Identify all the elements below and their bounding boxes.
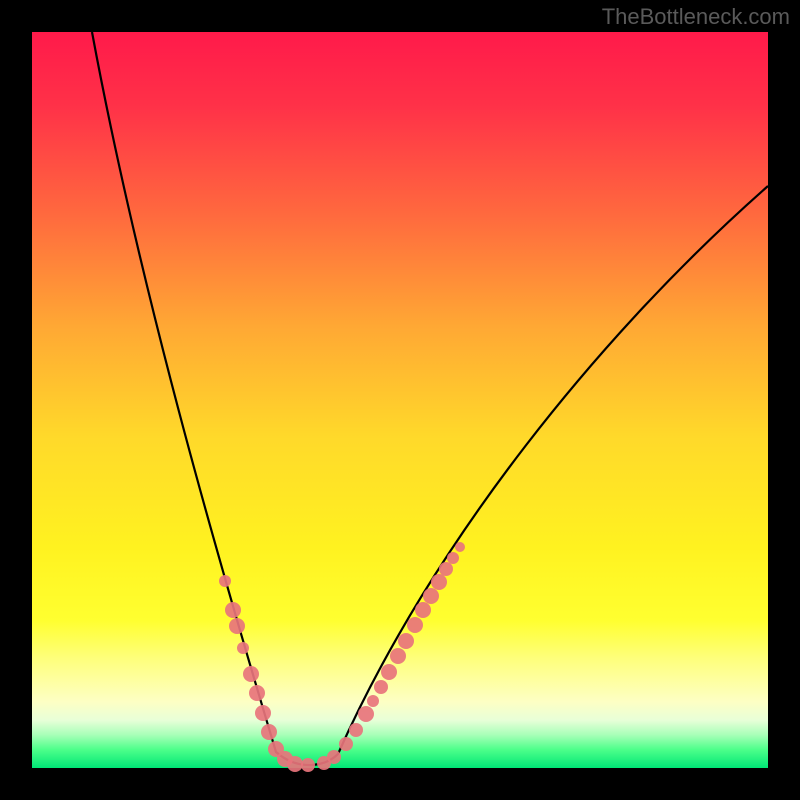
data-marker [367,695,379,707]
data-marker [455,542,465,552]
bottleneck-curve-svg [32,32,768,768]
data-marker [431,574,447,590]
data-marker [249,685,265,701]
data-marker [423,588,439,604]
data-marker [219,575,231,587]
data-marker [237,642,249,654]
data-marker [339,737,353,751]
plot-area [32,32,768,768]
data-marker [301,758,315,772]
data-marker [255,705,271,721]
data-marker [349,723,363,737]
data-marker [229,618,245,634]
data-marker [243,666,259,682]
data-marker [358,706,374,722]
data-marker [439,562,453,576]
watermark-text: TheBottleneck.com [602,4,790,30]
data-marker [261,724,277,740]
data-marker [398,633,414,649]
data-marker [407,617,423,633]
data-marker [447,552,459,564]
data-marker [374,680,388,694]
data-marker [327,750,341,764]
data-marker [287,756,303,772]
data-marker [225,602,241,618]
data-marker [415,602,431,618]
data-marker [381,664,397,680]
bottleneck-curve [92,32,768,765]
data-marker [390,648,406,664]
